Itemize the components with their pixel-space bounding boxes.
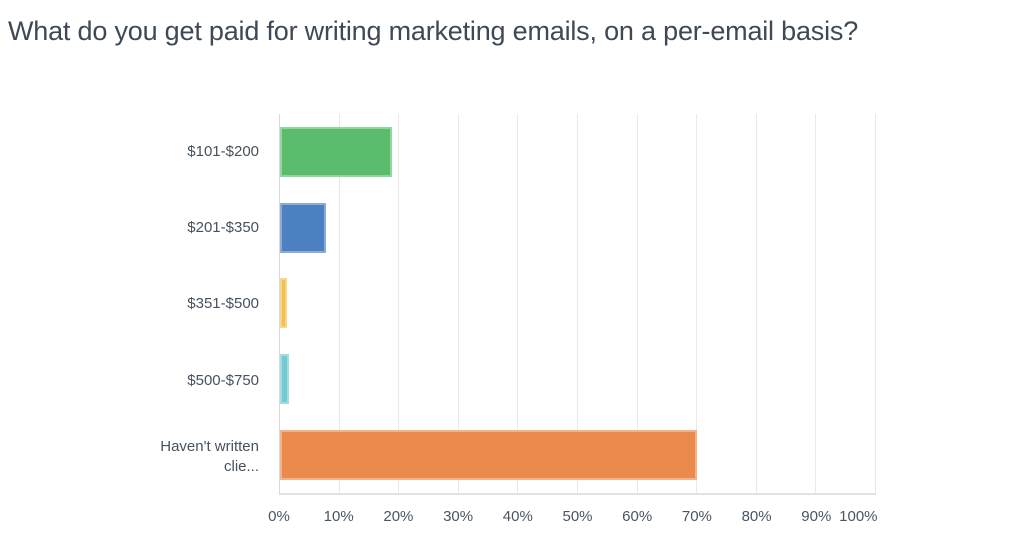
bar — [280, 430, 698, 481]
x-tick-label: 40% — [502, 508, 533, 525]
gridline — [577, 114, 578, 493]
bar — [280, 202, 326, 253]
x-axis: 0% 10% 20% 30% 40% 50% 60% 70% 80% 90% 100% — [268, 508, 878, 530]
gridline — [398, 114, 400, 493]
gridline — [696, 114, 698, 493]
gridline — [636, 114, 638, 493]
category-label: Haven't written clie... — [160, 437, 259, 475]
category-label-row: $201-$350 — [0, 190, 269, 266]
bar — [280, 354, 289, 405]
x-tick-label: 80% — [741, 508, 772, 525]
category-label: $101-$200 — [187, 142, 259, 160]
x-tick-label: 30% — [443, 508, 474, 525]
category-label: $500-$750 — [187, 371, 259, 389]
category-label-row: Haven't written clie... — [0, 419, 269, 495]
gridline — [457, 114, 459, 493]
category-axis: $101-$200 $201-$350 $351-$500 $500-$750 Have… — [0, 114, 269, 495]
x-tick-label: 20% — [383, 508, 414, 525]
chart-title: What do you get paid for writing marketi… — [8, 16, 859, 46]
category-label: $201-$350 — [187, 219, 259, 237]
gridline — [338, 114, 340, 493]
x-tick-label: 50% — [562, 508, 593, 525]
bar-row — [280, 417, 876, 493]
category-label-row: $500-$750 — [0, 343, 269, 419]
bar-row — [280, 341, 876, 417]
x-tick-label: 90% — [801, 508, 832, 525]
gridline — [875, 114, 876, 493]
x-tick-label: 0% — [268, 508, 290, 525]
x-tick-label: 100% — [839, 508, 878, 525]
category-label-row: $101-$200 — [0, 114, 269, 190]
x-tick-label: 60% — [622, 508, 653, 525]
plot-area — [279, 114, 876, 495]
gridline — [517, 114, 519, 493]
x-tick-label: 10% — [323, 508, 354, 525]
bar-row — [280, 114, 876, 190]
bar — [280, 278, 288, 329]
category-label: $351-$500 — [187, 295, 259, 313]
bars-container — [280, 114, 876, 493]
gridline — [815, 114, 817, 493]
bar-row — [280, 190, 876, 266]
x-tick-label: 70% — [681, 508, 712, 525]
bar-row — [280, 266, 876, 342]
category-label-row: $351-$500 — [0, 266, 269, 342]
bar — [280, 126, 393, 177]
gridline — [755, 114, 757, 493]
